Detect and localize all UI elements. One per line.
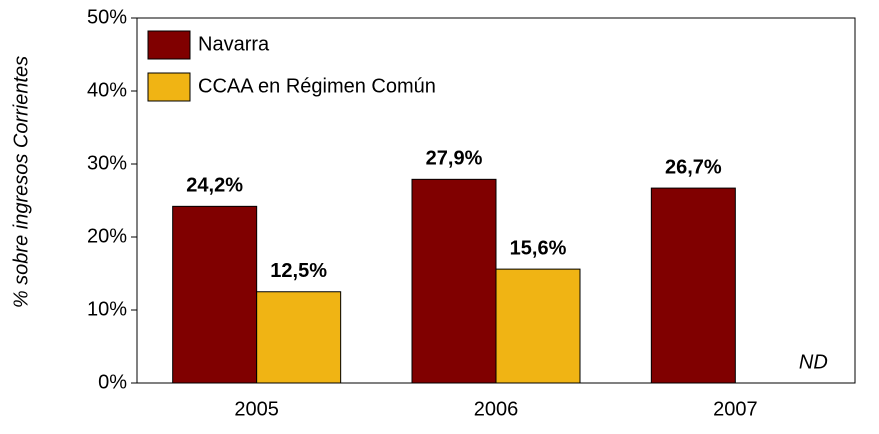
legend-swatch [147, 72, 191, 102]
bar [650, 187, 736, 384]
value-label: 26,7% [665, 156, 722, 178]
y-tick-label: 20% [87, 225, 127, 247]
value-label: 15,6% [510, 237, 567, 259]
y-tick-label: 50% [87, 6, 127, 28]
bar [256, 291, 342, 384]
value-label: 24,2% [186, 175, 243, 197]
legend-label: Navarra [198, 33, 270, 55]
x-tick-label: 2007 [713, 398, 758, 420]
y-tick-label: 30% [87, 152, 127, 174]
legend-swatch [147, 30, 191, 60]
value-label: 12,5% [270, 260, 327, 282]
bar [495, 268, 581, 384]
bar [172, 205, 258, 384]
bar [411, 178, 497, 384]
y-axis-label: % sobre ingresos Corrientes [10, 56, 32, 308]
x-tick-label: 2006 [474, 398, 519, 420]
annotation: ND [799, 351, 828, 373]
plot-frame [136, 17, 856, 384]
y-tick-label: 0% [98, 371, 127, 393]
value-label: 27,9% [426, 148, 483, 170]
x-tick-label: 2005 [234, 398, 279, 420]
y-tick-label: 10% [87, 298, 127, 320]
y-tick-label: 40% [87, 79, 127, 101]
legend-label: CCAA en Régimen Común [198, 75, 436, 97]
